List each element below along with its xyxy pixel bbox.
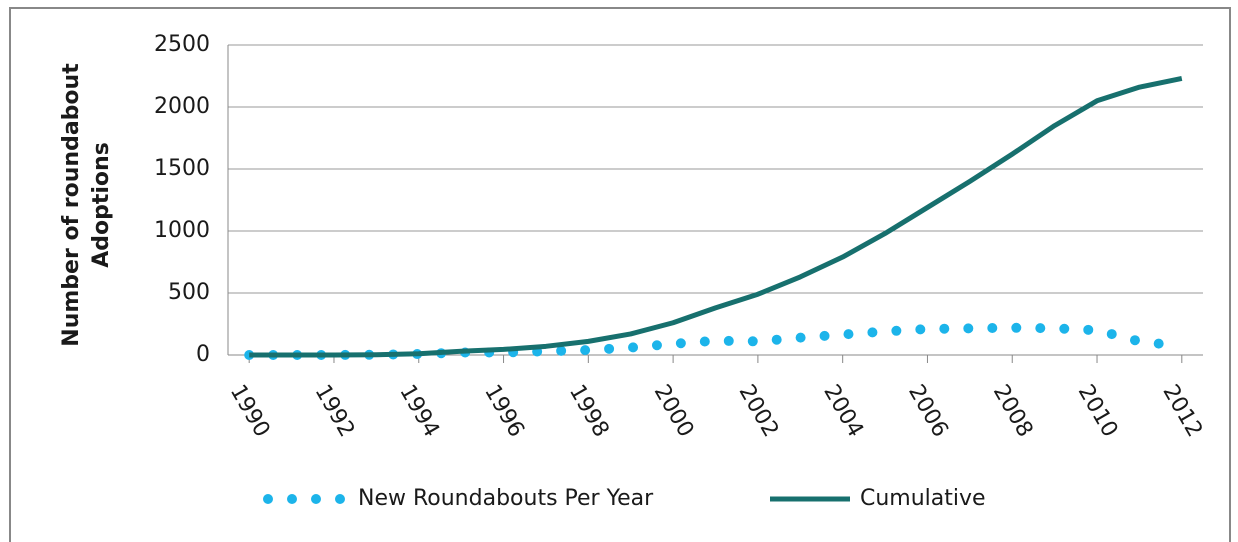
x-tick-label: 1996 (479, 381, 529, 442)
x-tick-label: 2012 (1157, 381, 1207, 442)
x-tick-label: 1994 (394, 381, 444, 442)
data-line (249, 76, 1183, 358)
x-tick-label: 1998 (564, 381, 614, 442)
chart-frame (9, 7, 1231, 542)
x-tick-label: 2006 (903, 381, 953, 442)
x-tick-label: 2004 (818, 381, 868, 442)
y-tick-label: 2500 (154, 32, 210, 57)
x-tick-label: 2010 (1073, 381, 1123, 442)
legend-label: New Roundabouts Per Year (358, 486, 654, 511)
x-tick-label: 2002 (733, 381, 783, 442)
legend-label: Cumulative (860, 486, 986, 511)
y-tick-label: 0 (196, 342, 210, 367)
y-tick-label: 1500 (154, 156, 210, 181)
x-tick-label: 2000 (649, 381, 699, 442)
y-axis-label-line: Adoptions (89, 142, 114, 268)
y-axis-label: Number of roundabout Adoptions (59, 63, 114, 347)
y-tick-label: 1000 (154, 218, 210, 243)
y-axis-label-line: Number of roundabout (59, 63, 84, 347)
x-tick-label: 1990 (225, 381, 275, 442)
y-tick-label: 500 (168, 280, 210, 305)
y-tick-label: 2000 (154, 94, 210, 119)
x-tick-label: 1992 (310, 381, 360, 442)
data-line (244, 322, 1187, 360)
x-tick-label: 2008 (988, 381, 1038, 442)
